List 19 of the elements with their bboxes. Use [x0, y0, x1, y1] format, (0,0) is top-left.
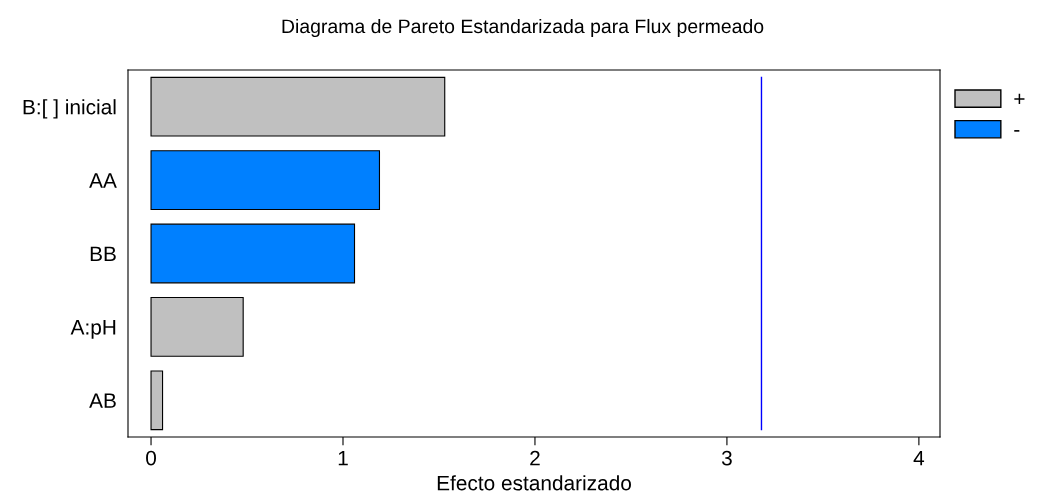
- y-tick-label: AA: [89, 173, 117, 188]
- x-tick-label: 3: [721, 450, 732, 466]
- x-tick-label: 2: [530, 450, 540, 466]
- x-tick-label: 1: [338, 450, 348, 466]
- bar: [150, 370, 164, 431]
- x-axis-title: Efecto estandarizado: [437, 475, 631, 491]
- x-tick-label: 0: [146, 450, 157, 466]
- bar: [150, 296, 244, 357]
- bar: [150, 150, 381, 211]
- x-tick-label: 4: [913, 450, 925, 466]
- chart-title: Diagrama de Pareto Estandarizada para Flux permeado: [282, 18, 764, 38]
- y-tick-label: BB: [90, 246, 116, 262]
- legend-label: -: [1014, 130, 1020, 132]
- y-tick-label: B:[ ] inicial: [23, 99, 116, 119]
- y-tick-label: AB: [89, 393, 116, 408]
- legend-label: +: [1014, 93, 1025, 104]
- bar: [150, 223, 356, 284]
- bar: [150, 76, 446, 137]
- y-tick-label: A:pH: [70, 320, 116, 339]
